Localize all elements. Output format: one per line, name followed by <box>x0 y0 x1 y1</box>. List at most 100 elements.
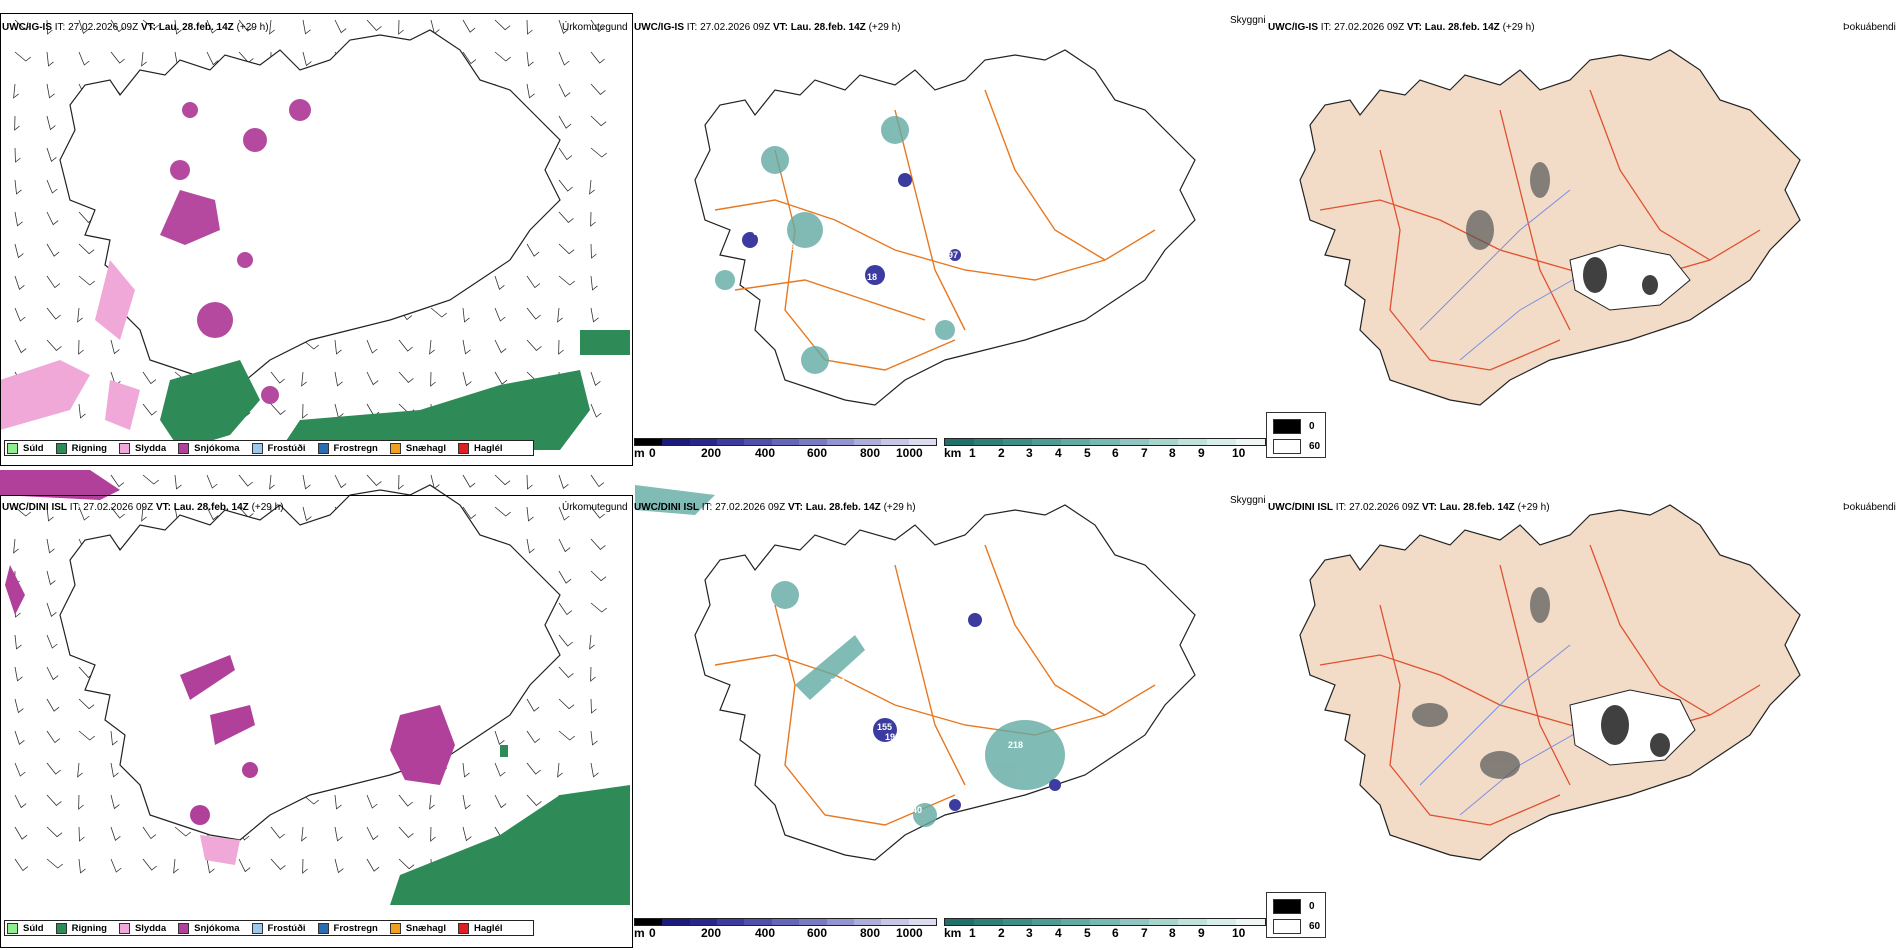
wind-barb <box>14 339 27 354</box>
legend-item: Snæhagl <box>389 922 446 934</box>
wind-barb <box>590 115 607 127</box>
legend-label: Frostregn <box>333 922 378 934</box>
tick: 1000 <box>896 446 923 460</box>
wind-barb <box>462 826 472 842</box>
cloud-value: 155 <box>877 722 892 732</box>
cloud-value: 6 <box>753 227 758 237</box>
wind-barb <box>558 243 575 255</box>
wind-barb <box>78 506 90 521</box>
wind-barb <box>46 179 58 194</box>
model-label: UWC/DINI ISL <box>634 502 699 513</box>
fog-legend-label: 0 <box>1309 421 1315 432</box>
legend-item: Frostregn <box>317 442 378 454</box>
wind-barb <box>494 474 511 486</box>
wind-barb <box>590 307 599 323</box>
colorbar-segment <box>717 919 745 925</box>
colorbar-segment <box>1003 439 1033 445</box>
wind-barb <box>526 538 535 554</box>
wind-barb <box>494 51 512 62</box>
wind-barb <box>590 147 608 158</box>
wind-barb <box>46 83 55 99</box>
wind-barb <box>46 506 54 522</box>
wind-barb <box>110 730 118 746</box>
legend-swatch <box>7 922 18 934</box>
wind-barb <box>142 371 157 385</box>
legend-swatch <box>118 922 130 934</box>
wind-barb <box>558 211 574 223</box>
colorbar-segment <box>1061 919 1091 925</box>
legend-item: Haglél <box>457 442 503 454</box>
lead-time: (+29 h) <box>868 22 901 33</box>
wind-barb <box>14 147 21 163</box>
wind-barb <box>462 307 470 323</box>
vt-value: Lau. 28.feb. 14Z <box>1424 22 1500 33</box>
wind-barb <box>526 474 533 490</box>
colorbar-m <box>634 918 937 926</box>
vt-value: Lau. 28.feb. 14Z <box>790 22 866 33</box>
legend-swatch <box>457 922 469 934</box>
unit-label: km <box>944 446 962 460</box>
unit-label: m <box>634 446 645 460</box>
fog-swatch <box>1273 419 1301 434</box>
colorbar-segment <box>744 919 772 925</box>
colorbar-segment <box>799 439 827 445</box>
wind-barb <box>557 307 563 323</box>
colorbar-segment <box>662 439 690 445</box>
wind-barb <box>46 826 63 838</box>
legend-swatch <box>7 442 18 454</box>
lead-time: (+29 h) <box>1517 502 1550 513</box>
wind-barb <box>14 858 29 872</box>
legend-item: Súld <box>7 442 44 454</box>
legend-swatch <box>317 922 329 934</box>
wind-barb <box>526 506 534 522</box>
colorbar-segment <box>689 919 718 925</box>
wind-barb <box>558 19 569 34</box>
colorbar-km <box>944 438 1266 446</box>
legend-label: Súld <box>23 922 44 934</box>
wind-barb <box>589 634 595 650</box>
wind-barb <box>558 666 574 678</box>
wind-barb <box>78 339 84 355</box>
precip-header: UWC/IG-IS IT: 27.02.2026 09Z VT: Lau. 28… <box>2 22 269 33</box>
colorbar-segment <box>853 919 882 925</box>
wind-barb <box>46 602 57 617</box>
wind-barb <box>398 794 413 807</box>
colorbar-segment <box>771 919 800 925</box>
wind-barb <box>526 275 541 289</box>
colorbar-m <box>634 438 937 446</box>
wind-barb <box>302 403 308 419</box>
wind-barb <box>494 19 511 31</box>
it-value: 27.02.2026 09Z <box>1349 502 1420 513</box>
tick: 6 <box>1112 926 1119 940</box>
wind-barb <box>590 762 599 778</box>
cloud-title: Skyggni <box>1230 495 1266 506</box>
wind-barb <box>78 730 96 741</box>
cloud-header: UWC/IG-IS IT: 27.02.2026 09Z VT: Lau. 28… <box>634 22 901 33</box>
wind-barb <box>334 339 342 355</box>
cloud-value: 140 <box>907 805 922 815</box>
wind-barb <box>462 51 477 65</box>
wind-barb <box>526 51 534 67</box>
wind-barb <box>398 474 404 490</box>
wind-barb <box>429 339 435 355</box>
wind-barb <box>206 858 215 874</box>
colorbar-segment <box>1206 439 1236 445</box>
colorbar-segment <box>1032 439 1062 445</box>
fog-legend-label: 0 <box>1309 901 1315 912</box>
tick: 4 <box>1055 446 1062 460</box>
wind-barb <box>206 51 219 66</box>
wind-barb <box>590 730 598 746</box>
it-label: IT: <box>701 502 713 513</box>
wind-barb <box>589 179 595 195</box>
wind-barb <box>78 826 85 842</box>
wind-barb <box>334 474 347 489</box>
wind-barb <box>366 371 379 386</box>
it-label: IT: <box>1335 502 1347 513</box>
tick: 8 <box>1169 926 1176 940</box>
tick: 10 <box>1232 926 1246 940</box>
it-value: 27.02.2026 09Z <box>700 22 771 33</box>
precip-header: UWC/DINI ISL IT: 27.02.2026 09Z VT: Lau.… <box>2 502 284 513</box>
legend-item: Frostregn <box>317 922 378 934</box>
colorbar-segment <box>799 919 827 925</box>
lead-time: (+29 h) <box>236 22 269 33</box>
